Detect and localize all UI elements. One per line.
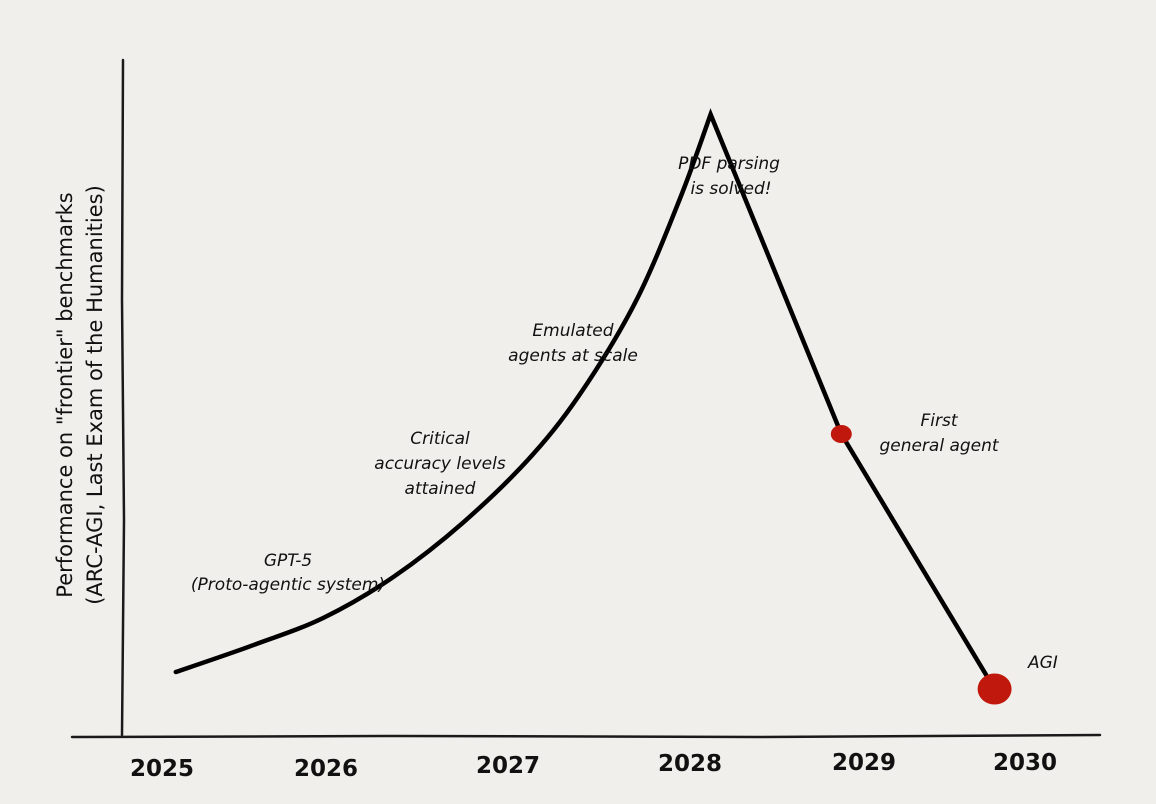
annotation-line: Critical xyxy=(410,429,470,449)
annotation-agi: AGI xyxy=(1027,653,1058,673)
annotation-line: Emulated xyxy=(532,321,613,341)
x-tick-label: 2029 xyxy=(832,750,896,776)
y-axis-label-line-1: Performance on "frontier" benchmarks xyxy=(53,192,77,597)
annotation-line: is solved! xyxy=(690,179,771,199)
x-tick-label: 2030 xyxy=(993,750,1057,776)
marker-layer xyxy=(830,425,1012,705)
series-line xyxy=(173,108,997,692)
annotation-gpt5: GPT-5 (Proto-agentic system) xyxy=(191,551,385,595)
annotation-first-general-agent: First general agent xyxy=(879,411,999,456)
annotation-line: attained xyxy=(405,479,476,499)
annotation-line: AGI xyxy=(1027,653,1058,673)
annotation-line: PDF parsing xyxy=(678,154,780,174)
annotation-critical-accuracy: Critical accuracy levels attained xyxy=(374,429,506,499)
y-axis-label-line-2: (ARC-AGI, Last Exam of the Humanities) xyxy=(83,185,107,605)
x-tick-label: 2026 xyxy=(294,756,358,782)
x-tick-label: 2025 xyxy=(130,756,194,782)
y-axis xyxy=(120,58,126,737)
annotation-line: (Proto-agentic system) xyxy=(191,575,385,595)
annotation-line: GPT-5 xyxy=(264,551,312,571)
series-layer xyxy=(173,108,997,692)
annotation-line: First xyxy=(920,411,958,431)
x-tick-label: 2028 xyxy=(658,751,722,777)
annotation-emulated-agents: Emulated agents at scale xyxy=(508,321,638,366)
x-tick-labels: 2025 2026 2027 2028 2029 2030 xyxy=(130,750,1057,782)
agi-marker xyxy=(977,673,1012,705)
x-axis xyxy=(70,733,1102,739)
annotation-pdf-parsing: PDF parsing is solved! xyxy=(678,154,780,199)
x-tick-label: 2027 xyxy=(476,753,540,779)
y-axis-label: Performance on "frontier" benchmarks (AR… xyxy=(53,185,107,605)
annotation-line: accuracy levels xyxy=(374,454,506,474)
annotation-line: agents at scale xyxy=(508,346,638,366)
first-agent-marker xyxy=(830,425,852,443)
annotation-line: general agent xyxy=(879,436,999,456)
